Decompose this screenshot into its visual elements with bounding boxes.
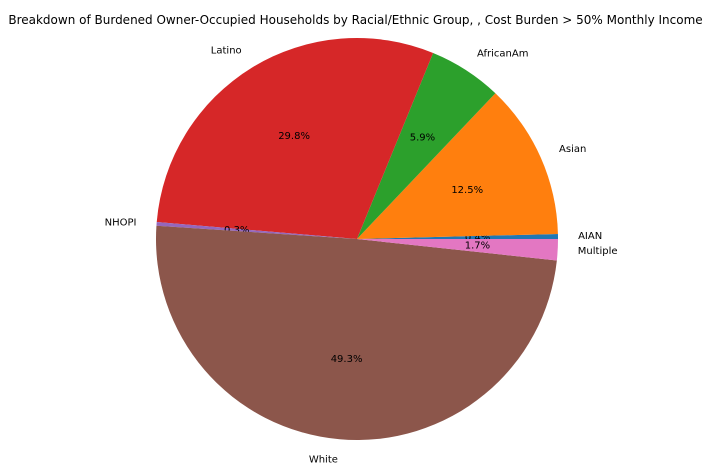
slice-percent-multiple: 1.7%: [465, 240, 490, 251]
slice-percent-white: 49.3%: [331, 354, 363, 365]
slice-percent-asian: 12.5%: [451, 185, 483, 196]
slice-label-latino: Latino: [211, 45, 242, 56]
pie-slice-africanam: [357, 52, 496, 240]
pie-slice-multiple: [357, 239, 558, 261]
chart-title: Breakdown of Burdened Owner-Occupied Hou…: [8, 13, 703, 27]
slice-percent-africanam: 5.9%: [410, 133, 435, 144]
slice-percent-nhopi: 0.3%: [224, 225, 249, 236]
pie-slice-nhopi: [156, 221, 357, 239]
slice-label-aian: AIAN: [578, 231, 602, 242]
slice-label-white: White: [309, 454, 338, 465]
slice-label-nhopi: NHOPI: [105, 217, 137, 228]
slice-label-africanam: AfricanAm: [477, 48, 528, 59]
pie-slice-latino: [156, 37, 434, 239]
pie-slice-aian: [357, 233, 558, 239]
slice-label-asian: Asian: [559, 144, 586, 155]
pie-slice-asian: [357, 93, 558, 239]
pie-slice-white: [155, 225, 557, 441]
slice-percent-latino: 29.8%: [278, 131, 310, 142]
slice-percent-aian: 0.4%: [465, 232, 490, 243]
slice-label-multiple: Multiple: [578, 246, 618, 257]
